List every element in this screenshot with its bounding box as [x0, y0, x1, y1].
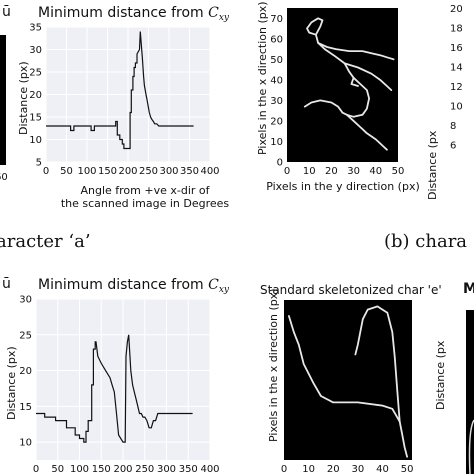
x-tick-label: 250 [135, 464, 154, 474]
skeleton-char-bottom: Standard skeletonized char 'e' Pixels in… [260, 283, 442, 474]
y-tick-label: 25 [19, 330, 32, 341]
y-tick-label: 8 [450, 121, 456, 132]
x-tick-label: 100 [77, 166, 96, 177]
x-tick-label: 250 [139, 166, 158, 177]
x-tick-label: 40 [376, 464, 389, 474]
x-tick-label: 400 [200, 166, 219, 177]
chart-title: Minimum distance from Cxy [38, 277, 230, 295]
x-tick-label: 150 [98, 166, 117, 177]
x-tick-label: 100 [70, 464, 89, 474]
y-tick-label: 30 [29, 45, 42, 56]
y-tick-label: 10 [29, 135, 42, 146]
y-tick-label: 35 [29, 23, 42, 34]
y-tick-label: 20 [29, 90, 42, 101]
y-tick-label: 6 [450, 141, 456, 152]
x-tick-label: 0 [43, 166, 49, 177]
x-tick-label: 350 [179, 464, 198, 474]
x-tick-label: 350 [180, 166, 199, 177]
x-tick-label: 30 [347, 166, 360, 177]
y-tick-label: 14 [450, 63, 463, 74]
caption-left: aracter ‘a’ [0, 231, 91, 252]
bottom-left-fragment: ū [2, 276, 11, 292]
image-area [284, 300, 412, 460]
skeleton-stroke [346, 76, 370, 118]
right-edge-axis-top: 20 18 16 14 12 10 8 6 [450, 4, 463, 152]
x-axis-label: Pixels in the y direction (px) [266, 180, 420, 193]
x-tick-label: 300 [159, 166, 178, 177]
x-axis-label-line-1: Angle from +ve x-dir of [80, 184, 210, 197]
y-tick-label: 10 [450, 102, 463, 113]
right-edge-ylabel-top: Distance (px [426, 130, 439, 200]
skeleton-stroke [317, 42, 395, 61]
chart-bottom-left: Minimum distance from Cxy Distance (px) … [5, 277, 230, 474]
x-tick-label: 50 [401, 464, 414, 474]
x-tick-label: 300 [157, 464, 176, 474]
x-tick-label: 10 [303, 166, 316, 177]
top-left-tick-fragment: 60 [0, 172, 8, 183]
series-line [46, 31, 194, 150]
x-tick-label: 0 [281, 464, 287, 474]
x-tick-label: 20 [327, 464, 340, 474]
y-tick-label: 70 [270, 14, 283, 25]
image-area [287, 8, 398, 162]
skeleton-char-top: Pixels in the x direction (px) Pixels in… [256, 1, 420, 193]
y-tick-label: 10 [270, 137, 283, 148]
top-left-fragment: ū [2, 4, 11, 20]
y-tick-label: 10 [19, 438, 32, 449]
y-tick-label: 18 [450, 24, 463, 35]
y-axis-label: Pixels in the x direction (px) [256, 1, 269, 155]
x-tick-label: 50 [51, 464, 64, 474]
x-tick-label: 50 [392, 166, 405, 177]
right-edge-ylabel-bottom: Distance (px [434, 340, 447, 410]
y-axis-label: Distance (px) [17, 61, 30, 135]
chart-title: Minimum distance from Cxy [38, 5, 230, 23]
x-tick-label: 200 [118, 166, 137, 177]
left-edge-image-fragment [0, 35, 6, 165]
y-tick-label: 16 [450, 43, 463, 54]
chart-title: Standard skeletonized char 'e' [260, 283, 442, 297]
x-tick-label: 40 [369, 166, 382, 177]
x-tick-label: 200 [113, 464, 132, 474]
y-tick-label: 30 [270, 96, 283, 107]
x-tick-label: 50 [60, 166, 73, 177]
chart-top-left: Minimum distance from Cxy Distance (px) … [17, 5, 230, 210]
x-tick-label: 0 [284, 166, 290, 177]
y-tick-label: 20 [270, 116, 283, 127]
x-axis-label-line-2: the scanned image in Degrees [61, 197, 230, 210]
bottom-right-image-fragment [466, 310, 474, 474]
y-tick-label: 40 [270, 75, 283, 86]
y-tick-label: 20 [19, 366, 32, 377]
y-tick-label: 5 [36, 158, 42, 169]
skeleton-stroke [288, 315, 408, 458]
x-tick-label: 30 [351, 464, 364, 474]
x-tick-label: 20 [325, 166, 338, 177]
y-tick-label: 12 [450, 82, 463, 93]
bottom-right-stroke-fragment [468, 419, 474, 474]
y-tick-label: 20 [450, 4, 463, 15]
y-tick-label: 30 [19, 295, 32, 306]
y-tick-label: 15 [29, 113, 42, 124]
y-tick-label: 60 [270, 34, 283, 45]
x-tick-label: 150 [92, 464, 111, 474]
series-line [36, 334, 193, 443]
caption-right: (b) chara [384, 231, 467, 252]
y-tick-label: 50 [270, 55, 283, 66]
skeleton-stroke [354, 305, 401, 423]
x-tick-label: 400 [200, 464, 219, 474]
y-tick-label: 25 [29, 68, 42, 79]
y-axis-label: Distance (px) [5, 346, 18, 420]
y-tick-label: 15 [19, 402, 32, 413]
x-tick-label: 0 [33, 464, 39, 474]
bottom-right-fragment: M [463, 281, 474, 297]
skeleton-stroke [303, 99, 388, 151]
y-axis-label: Pixels in the x direction (px) [267, 288, 280, 442]
y-tick-label: 0 [277, 158, 283, 169]
x-tick-label: 10 [302, 464, 315, 474]
